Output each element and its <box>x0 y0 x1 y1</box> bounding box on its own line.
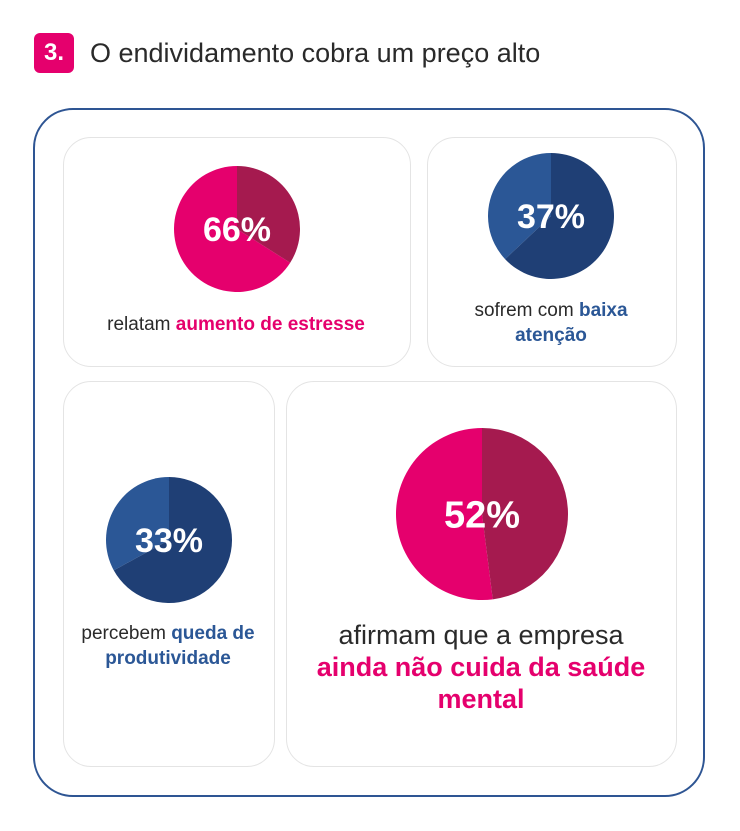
pie-slice-rest <box>505 153 614 279</box>
caption-text: relatam <box>107 314 176 335</box>
pie-chart-attention: 37% <box>488 153 614 279</box>
pie-value-label: 66% <box>203 211 271 249</box>
pie-slice-highlight <box>106 477 169 571</box>
caption-highlight: ainda não cuida da saúde mental <box>316 652 646 714</box>
pie-slice-rest <box>482 428 568 600</box>
pie-slice-rest <box>113 477 232 603</box>
caption-highlight: baixa atenção <box>515 300 628 346</box>
pie-value-label: 37% <box>517 198 585 236</box>
caption-mental-health: afirmam que a empresa ainda não cuida da… <box>300 619 662 715</box>
caption-text: sofrem com <box>474 300 579 321</box>
caption-text: afirmam que a empresa <box>338 620 624 650</box>
pie-slice-highlight <box>396 428 493 600</box>
pie-chart-productivity: 33% <box>106 477 232 603</box>
section-header: 3. O endividamento cobra um preço alto <box>34 33 540 73</box>
pie-chart-stress: 66% <box>174 166 300 292</box>
caption-text: percebem <box>81 623 172 644</box>
infographic-frame <box>33 108 705 797</box>
pie-chart-mental-health: 52% <box>396 428 568 600</box>
pie-value-label: 52% <box>444 495 520 537</box>
section-title: O endividamento cobra um preço alto <box>90 37 541 68</box>
caption-attention: sofrem com baixa atenção <box>450 298 652 348</box>
pie-slice-highlight <box>174 166 291 292</box>
caption-highlight: queda de produtividade <box>105 623 255 669</box>
pie-slice-highlight <box>488 153 551 260</box>
pie-slice-rest <box>237 166 300 263</box>
caption-highlight: aumento de estresse <box>175 314 365 335</box>
caption-productivity: percebem queda de produtividade <box>78 621 258 671</box>
section-number-badge: 3. <box>34 33 74 73</box>
pie-value-label: 33% <box>135 522 203 560</box>
caption-stress: relatam aumento de estresse <box>63 312 409 337</box>
